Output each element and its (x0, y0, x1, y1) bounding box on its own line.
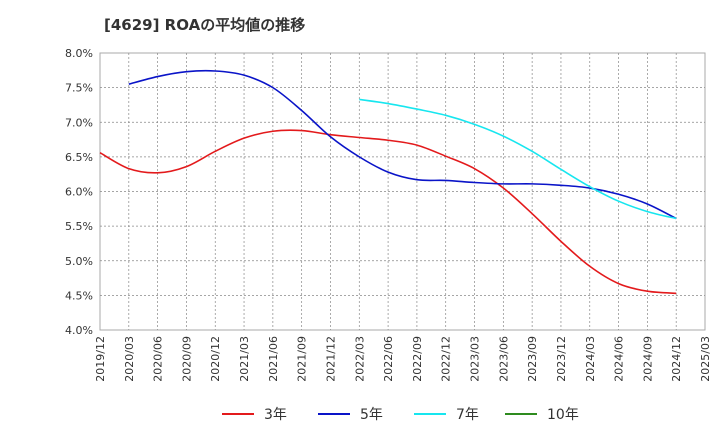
x-tick-label: 2025/03 (699, 336, 712, 382)
x-tick-label: 2023/12 (555, 336, 568, 382)
y-tick-label: 7.0% (65, 116, 93, 129)
legend-label-3: 7年 (456, 407, 479, 423)
x-tick-label: 2023/03 (469, 336, 482, 382)
y-tick-label: 6.0% (65, 186, 93, 199)
x-tick-label: 2021/06 (267, 336, 280, 382)
legend-label-2: 5年 (360, 407, 383, 423)
y-tick-label: 4.5% (65, 289, 93, 302)
series-line-2 (128, 69, 677, 220)
x-tick-label: 2024/09 (641, 336, 654, 382)
y-tick-label: 4.0% (65, 324, 93, 337)
plot-area (99, 52, 706, 331)
x-tick-label: 2020/09 (180, 336, 193, 382)
x-tick-label: 2022/06 (382, 336, 395, 382)
x-tick-label: 2022/12 (440, 336, 453, 382)
x-tick-label: 2024/12 (670, 336, 683, 382)
y-axis: 4.0% 4.5% 5.0% 5.5% 6.0% 6.5% 7.0% 7.5% 8.0% (65, 47, 93, 337)
x-tick-label: 2020/03 (123, 336, 136, 382)
x-tick-label: 2021/03 (238, 336, 251, 382)
series-line-3 (359, 98, 677, 220)
series-layer (99, 69, 677, 295)
y-tick-label: 6.5% (65, 151, 93, 164)
x-tick-label: 2021/09 (296, 336, 309, 382)
x-tick-label: 2021/12 (324, 336, 337, 382)
y-tick-label: 7.5% (65, 82, 93, 95)
y-tick-label: 5.0% (65, 255, 93, 268)
y-tick-label: 8.0% (65, 47, 93, 60)
x-tick-label: 2023/06 (497, 336, 510, 382)
legend: 3年 5年 7年 10年 (222, 407, 579, 423)
x-tick-label: 2019/12 (94, 336, 107, 382)
y-tick-label: 5.5% (65, 220, 93, 233)
x-tick-label: 2024/06 (613, 336, 626, 382)
chart-title: [4629] ROAの平均値の推移 (104, 16, 306, 34)
x-axis: 2019/12 2020/03 2020/06 2020/09 2020/12 2021/… (94, 336, 712, 382)
x-tick-label: 2022/03 (353, 336, 366, 382)
legend-label-1: 3年 (264, 407, 287, 423)
x-tick-label: 2022/09 (411, 336, 424, 382)
x-tick-label: 2024/03 (584, 336, 597, 382)
x-tick-label: 2023/09 (526, 336, 539, 382)
series-line-1 (99, 129, 677, 295)
x-tick-label: 2020/12 (209, 336, 222, 382)
legend-label-4: 10年 (547, 407, 579, 423)
x-tick-label: 2020/06 (152, 336, 165, 382)
